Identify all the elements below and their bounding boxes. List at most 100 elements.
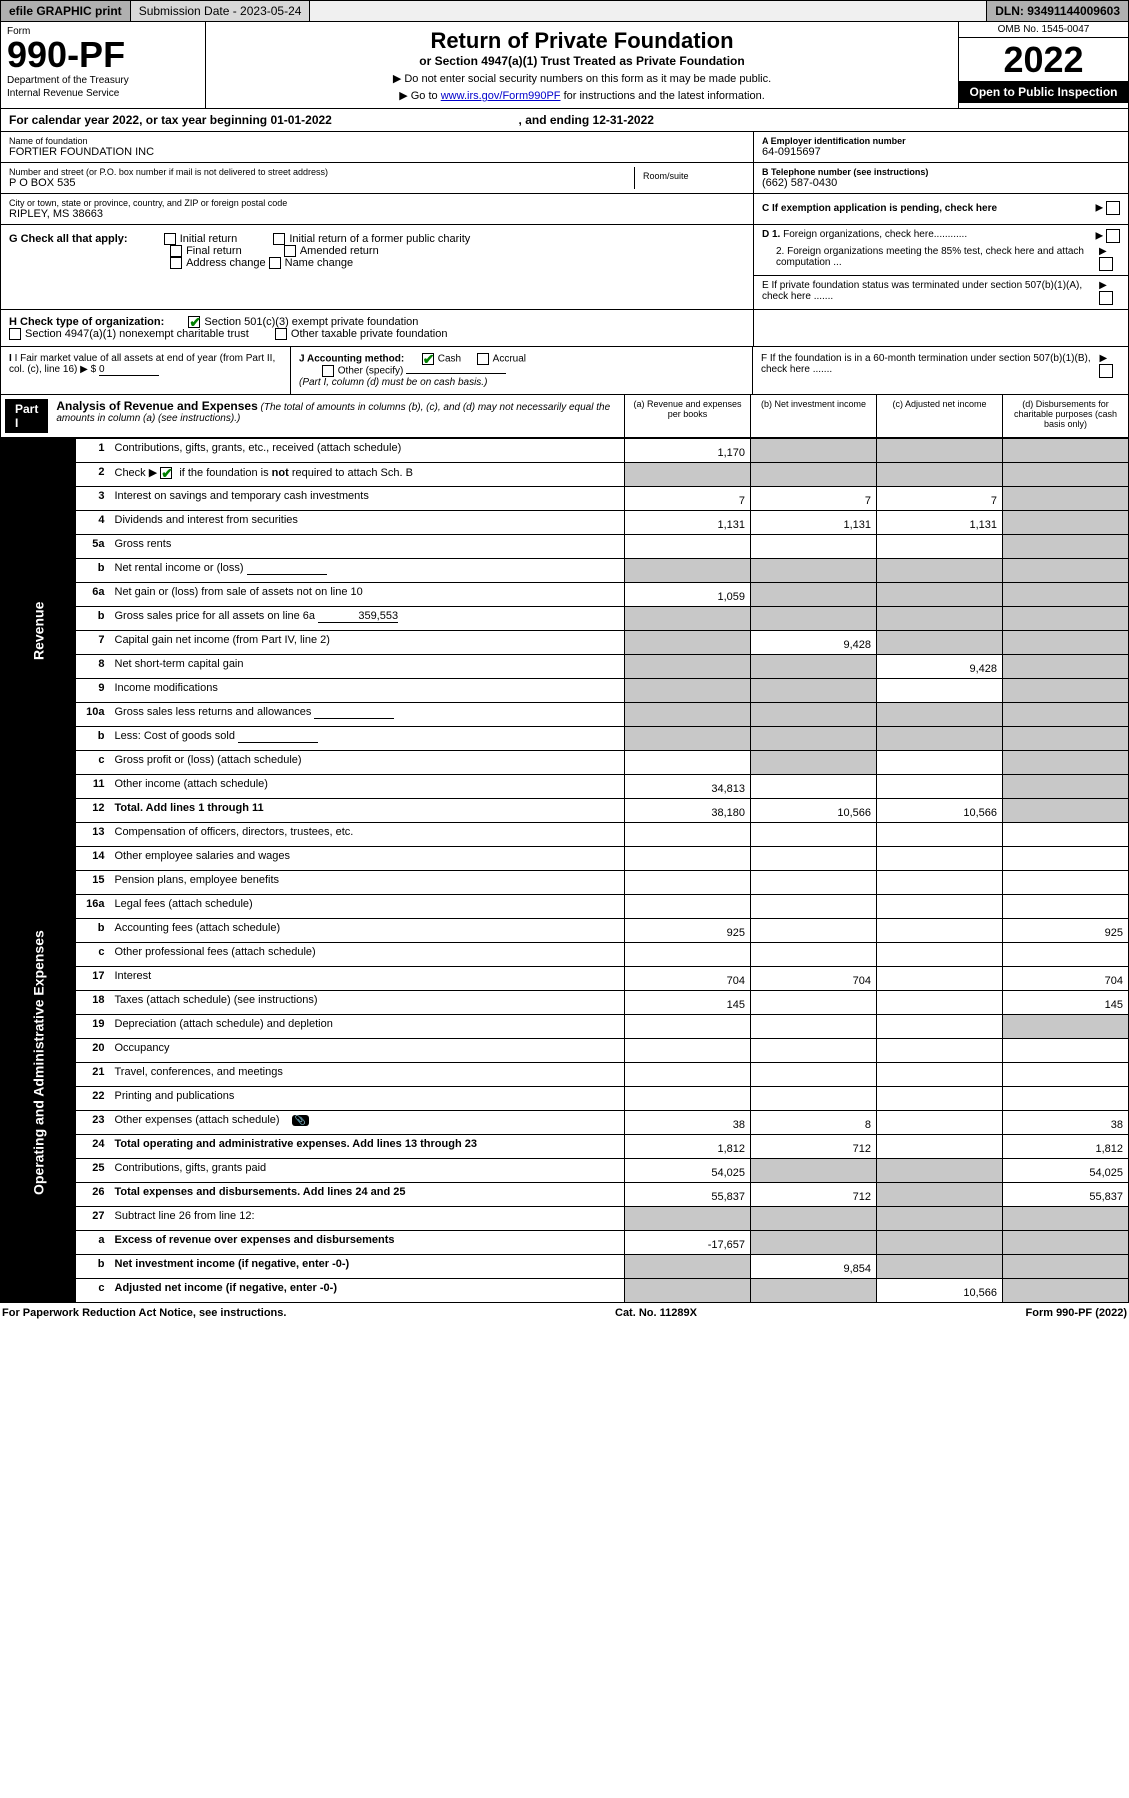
row-label: Interest on savings and temporary cash i… [110,487,625,511]
row-number: b [76,919,110,943]
table-row: aExcess of revenue over expenses and dis… [1,1231,1129,1255]
revenue-side-label: Revenue [1,439,76,823]
row-number: 10a [76,703,110,727]
table-row: 18Taxes (attach schedule) (see instructi… [1,991,1129,1015]
4947a1-checkbox[interactable] [9,328,21,340]
status-terminated-checkbox[interactable] [1099,291,1113,305]
cell-c [877,871,1003,895]
cell-b: 712 [751,1135,877,1159]
cell-b [751,679,877,703]
row-number: 5a [76,535,110,559]
row-label: Total operating and administrative expen… [110,1135,625,1159]
cell-c [877,991,1003,1015]
cell-b: 1,131 [751,511,877,535]
section-j: J Accounting method: Cash Accrual Other … [291,347,753,394]
row-number: a [76,1231,110,1255]
cell-d [1003,1087,1129,1111]
cell-d [1003,775,1129,799]
cell-b: 10,566 [751,799,877,823]
cell-d [1003,847,1129,871]
row-number: 4 [76,511,110,535]
part1-header-row: Part I Analysis of Revenue and Expenses … [0,395,1129,438]
row-label: Total. Add lines 1 through 11 [110,799,625,823]
row-number: 18 [76,991,110,1015]
initial-former-checkbox[interactable] [273,233,285,245]
efile-label[interactable]: efile GRAPHIC print [1,1,131,21]
foundation-city: RIPLEY, MS 38663 [9,208,745,220]
row-label: Income modifications [110,679,625,703]
other-method-checkbox[interactable] [322,365,334,377]
cell-c [877,1255,1003,1279]
cell-d [1003,727,1129,751]
cell-c [877,1183,1003,1207]
table-row: 22Printing and publications [1,1087,1129,1111]
row-number: 27 [76,1207,110,1231]
foreign-85-checkbox[interactable] [1099,257,1113,271]
cell-d [1003,703,1129,727]
row-number: 6a [76,583,110,607]
cell-b [751,1279,877,1303]
cell-b [751,703,877,727]
table-row: 5aGross rents [1,535,1129,559]
calendar-year-row: For calendar year 2022, or tax year begi… [0,109,1129,132]
row-number: b [76,727,110,751]
cell-b [751,559,877,583]
row-label: Printing and publications [110,1087,625,1111]
exemption-pending-cell: C If exemption application is pending, c… [754,194,1128,222]
cell-d [1003,583,1129,607]
final-return-checkbox[interactable] [170,245,182,257]
cell-c [877,1063,1003,1087]
other-taxable-checkbox[interactable] [275,328,287,340]
cell-c: 7 [877,487,1003,511]
cell-b: 9,428 [751,631,877,655]
header-center: Return of Private Foundation or Section … [206,22,958,108]
60month-checkbox[interactable] [1099,364,1113,378]
row-number: b [76,607,110,631]
accrual-checkbox[interactable] [477,353,489,365]
table-row: cGross profit or (loss) (attach schedule… [1,751,1129,775]
table-row: 19Depreciation (attach schedule) and dep… [1,1015,1129,1039]
table-row: 2Check ▶ if the foundation is not requir… [1,463,1129,487]
cash-checkbox[interactable] [422,353,434,365]
row-number: 14 [76,847,110,871]
exemption-checkbox[interactable] [1106,201,1120,215]
section-g: G Check all that apply: Initial return I… [9,233,745,269]
cell-b [751,727,877,751]
cell-d [1003,895,1129,919]
form990pf-link[interactable]: www.irs.gov/Form990PF [441,90,561,102]
attachment-icon[interactable]: 📎 [292,1115,309,1126]
amended-return-checkbox[interactable] [284,245,296,257]
cell-b [751,535,877,559]
col-c-header: (c) Adjusted net income [876,395,1002,437]
cell-c [877,535,1003,559]
cell-a [625,559,751,583]
g-d-row: G Check all that apply: Initial return I… [0,225,1129,310]
table-row: bNet investment income (if negative, ent… [1,1255,1129,1279]
row-label: Total expenses and disbursements. Add li… [110,1183,625,1207]
cell-a: 925 [625,919,751,943]
dln: DLN: 93491144009603 [986,1,1128,21]
cell-b [751,1231,877,1255]
row-label: Gross sales price for all assets on line… [110,607,625,631]
row-label: Taxes (attach schedule) (see instruction… [110,991,625,1015]
fmv-value: 0 [99,364,159,376]
initial-return-checkbox[interactable] [164,233,176,245]
row-label: Depreciation (attach schedule) and deple… [110,1015,625,1039]
header-right: OMB No. 1545-0047 2022 Open to Public In… [958,22,1128,108]
row-label: Check ▶ if the foundation is not require… [110,463,625,487]
row-number: 26 [76,1183,110,1207]
cell-b [751,751,877,775]
cell-a: -17,657 [625,1231,751,1255]
foreign-org-checkbox[interactable] [1106,229,1120,243]
cell-c [877,727,1003,751]
address-change-checkbox[interactable] [170,257,182,269]
cell-a [625,535,751,559]
cell-a [625,943,751,967]
name-change-checkbox[interactable] [269,257,281,269]
row-label: Net investment income (if negative, ente… [110,1255,625,1279]
row-label: Adjusted net income (if negative, enter … [110,1279,625,1303]
sch-b-checkbox[interactable] [160,467,172,479]
501c3-checkbox[interactable] [188,316,200,328]
cell-a [625,847,751,871]
cell-b: 8 [751,1111,877,1135]
